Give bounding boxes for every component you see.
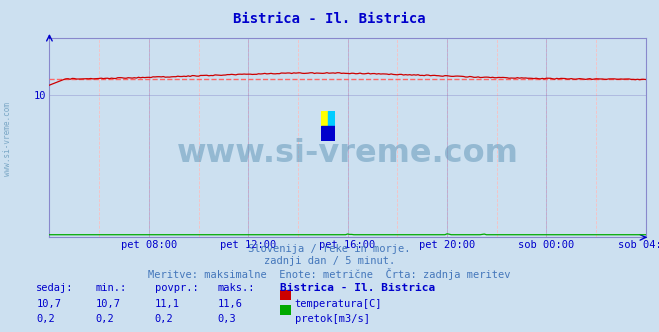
Text: 0,2: 0,2 [36, 314, 55, 324]
Bar [328, 111, 335, 126]
Text: 11,1: 11,1 [155, 299, 180, 309]
Text: www.si-vreme.com: www.si-vreme.com [177, 138, 519, 169]
Text: 10,7: 10,7 [36, 299, 61, 309]
Bar [321, 126, 328, 141]
Text: 0,2: 0,2 [155, 314, 173, 324]
Bar [321, 111, 328, 126]
Text: 0,3: 0,3 [217, 314, 236, 324]
Text: povpr.:: povpr.: [155, 283, 198, 293]
Text: Bistrica - Il. Bistrica: Bistrica - Il. Bistrica [233, 12, 426, 26]
Text: Bistrica - Il. Bistrica: Bistrica - Il. Bistrica [280, 283, 436, 293]
Text: min.:: min.: [96, 283, 127, 293]
Text: temperatura[C]: temperatura[C] [295, 299, 382, 309]
Text: Slovenija / reke in morje.: Slovenija / reke in morje. [248, 244, 411, 254]
Text: pretok[m3/s]: pretok[m3/s] [295, 314, 370, 324]
Text: 0,2: 0,2 [96, 314, 114, 324]
Bar [328, 126, 335, 141]
Text: zadnji dan / 5 minut.: zadnji dan / 5 minut. [264, 256, 395, 266]
Text: 11,6: 11,6 [217, 299, 243, 309]
Text: Meritve: maksimalne  Enote: metrične  Črta: zadnja meritev: Meritve: maksimalne Enote: metrične Črta… [148, 268, 511, 280]
Text: maks.:: maks.: [217, 283, 255, 293]
Text: 10,7: 10,7 [96, 299, 121, 309]
Text: sedaj:: sedaj: [36, 283, 74, 293]
Text: www.si-vreme.com: www.si-vreme.com [3, 103, 13, 176]
